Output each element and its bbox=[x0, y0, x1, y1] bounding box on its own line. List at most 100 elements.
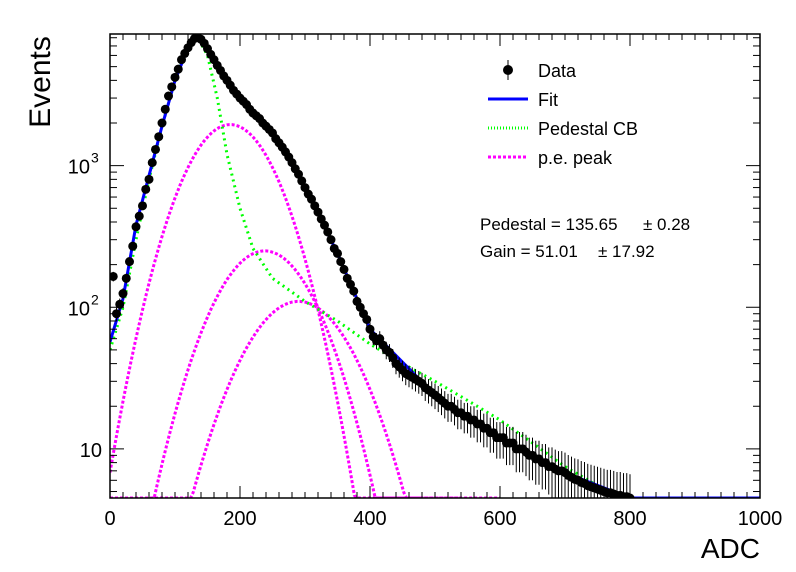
x-tick-label: 0 bbox=[104, 508, 115, 530]
data-marker bbox=[131, 222, 141, 232]
data-marker bbox=[170, 72, 180, 82]
data-point bbox=[131, 222, 141, 232]
y-tick-label: 10 bbox=[68, 298, 90, 320]
data-marker bbox=[128, 241, 138, 251]
data-point bbox=[157, 118, 167, 128]
data-point bbox=[144, 174, 154, 184]
data-point bbox=[167, 82, 177, 92]
x-tick-label: 600 bbox=[483, 508, 516, 530]
data-point bbox=[170, 72, 180, 82]
legend-marker bbox=[503, 65, 513, 75]
data-marker bbox=[147, 158, 157, 168]
y-tick-label: 10 bbox=[80, 440, 102, 462]
pe-peak-curve-3 bbox=[110, 299, 500, 498]
pe-peak-curve-2 bbox=[110, 249, 459, 498]
data-marker bbox=[110, 271, 118, 281]
data-marker bbox=[307, 194, 316, 204]
data-marker bbox=[362, 314, 372, 324]
data-point bbox=[128, 241, 138, 251]
data-point bbox=[336, 257, 346, 267]
data-point bbox=[173, 64, 183, 74]
data-point bbox=[326, 235, 336, 245]
data-marker bbox=[167, 82, 177, 92]
data-point bbox=[134, 211, 144, 221]
annotation-pedestal-error: ± 0.28 bbox=[643, 215, 690, 234]
data-marker bbox=[144, 174, 154, 184]
legend: Data Fit Pedestal CB p.e. peak bbox=[488, 60, 638, 168]
y-tick-exponent: 3 bbox=[91, 150, 99, 166]
plot-frame bbox=[109, 33, 761, 499]
data-point bbox=[154, 132, 164, 142]
data-marker bbox=[160, 104, 170, 114]
data-marker bbox=[125, 257, 134, 267]
data-point bbox=[138, 201, 147, 211]
data-marker bbox=[118, 289, 128, 299]
data-marker bbox=[313, 207, 323, 217]
data-marker bbox=[320, 220, 329, 230]
legend-label: Pedestal CB bbox=[538, 119, 638, 139]
data-point bbox=[362, 313, 372, 327]
y-tick-exponent: 2 bbox=[91, 291, 99, 307]
data-point bbox=[349, 285, 359, 297]
x-axis-title: ADC bbox=[701, 533, 760, 564]
y-axis-title: Events bbox=[24, 36, 57, 128]
data-point bbox=[307, 194, 316, 204]
x-tick-label: 200 bbox=[223, 508, 256, 530]
legend-label: Fit bbox=[538, 90, 558, 110]
legend-label: p.e. peak bbox=[538, 148, 613, 168]
annotation-gain: Gain = 51.01 bbox=[480, 242, 578, 261]
data-point bbox=[160, 104, 170, 114]
data-marker bbox=[134, 211, 144, 221]
data-marker bbox=[154, 132, 164, 142]
data-marker bbox=[333, 248, 342, 258]
annotation-gain-error: ± 17.92 bbox=[598, 242, 655, 261]
data-point bbox=[333, 248, 342, 258]
data-marker bbox=[164, 91, 173, 101]
data-point bbox=[297, 176, 307, 186]
data-marker bbox=[173, 64, 183, 74]
plot-content bbox=[110, 34, 760, 498]
legend-entry: Fit bbox=[488, 90, 558, 110]
data-point bbox=[164, 91, 173, 101]
data-marker bbox=[121, 273, 131, 283]
data-point bbox=[313, 207, 323, 217]
legend-label: Data bbox=[538, 61, 577, 81]
data-marker bbox=[323, 227, 333, 237]
data-point bbox=[294, 169, 303, 179]
data-marker bbox=[336, 257, 346, 267]
pe-peak-curve-1 bbox=[110, 123, 422, 498]
data-marker bbox=[365, 324, 375, 334]
fit-curve bbox=[110, 35, 760, 498]
data-point bbox=[118, 288, 128, 300]
data-point bbox=[115, 298, 125, 311]
x-tick-label: 1000 bbox=[738, 508, 783, 530]
data-point bbox=[121, 273, 131, 284]
x-tick-label: 800 bbox=[613, 508, 646, 530]
data-point bbox=[141, 184, 151, 194]
annotation-pedestal: Pedestal = 135.65 bbox=[480, 215, 618, 234]
x-tick-label: 400 bbox=[353, 508, 386, 530]
data-point bbox=[320, 220, 329, 230]
data-marker bbox=[294, 169, 303, 179]
data-point bbox=[339, 264, 349, 275]
legend-entry: Data bbox=[503, 60, 577, 81]
data-marker bbox=[339, 264, 349, 274]
data-point bbox=[151, 144, 160, 154]
data-marker bbox=[349, 286, 359, 296]
data-marker bbox=[297, 176, 307, 186]
y-tick-label: 10 bbox=[68, 157, 90, 179]
legend-entry: p.e. peak bbox=[488, 148, 613, 168]
data-marker bbox=[326, 235, 336, 245]
legend-entry: Pedestal CB bbox=[488, 119, 638, 139]
plot-area bbox=[110, 34, 760, 498]
data-marker bbox=[346, 279, 355, 289]
data-marker bbox=[151, 144, 160, 154]
data-point bbox=[323, 227, 333, 237]
data-point bbox=[125, 257, 134, 267]
data-marker bbox=[115, 299, 125, 309]
data-marker bbox=[141, 184, 151, 194]
data-point bbox=[110, 271, 118, 282]
data-marker bbox=[138, 201, 147, 211]
